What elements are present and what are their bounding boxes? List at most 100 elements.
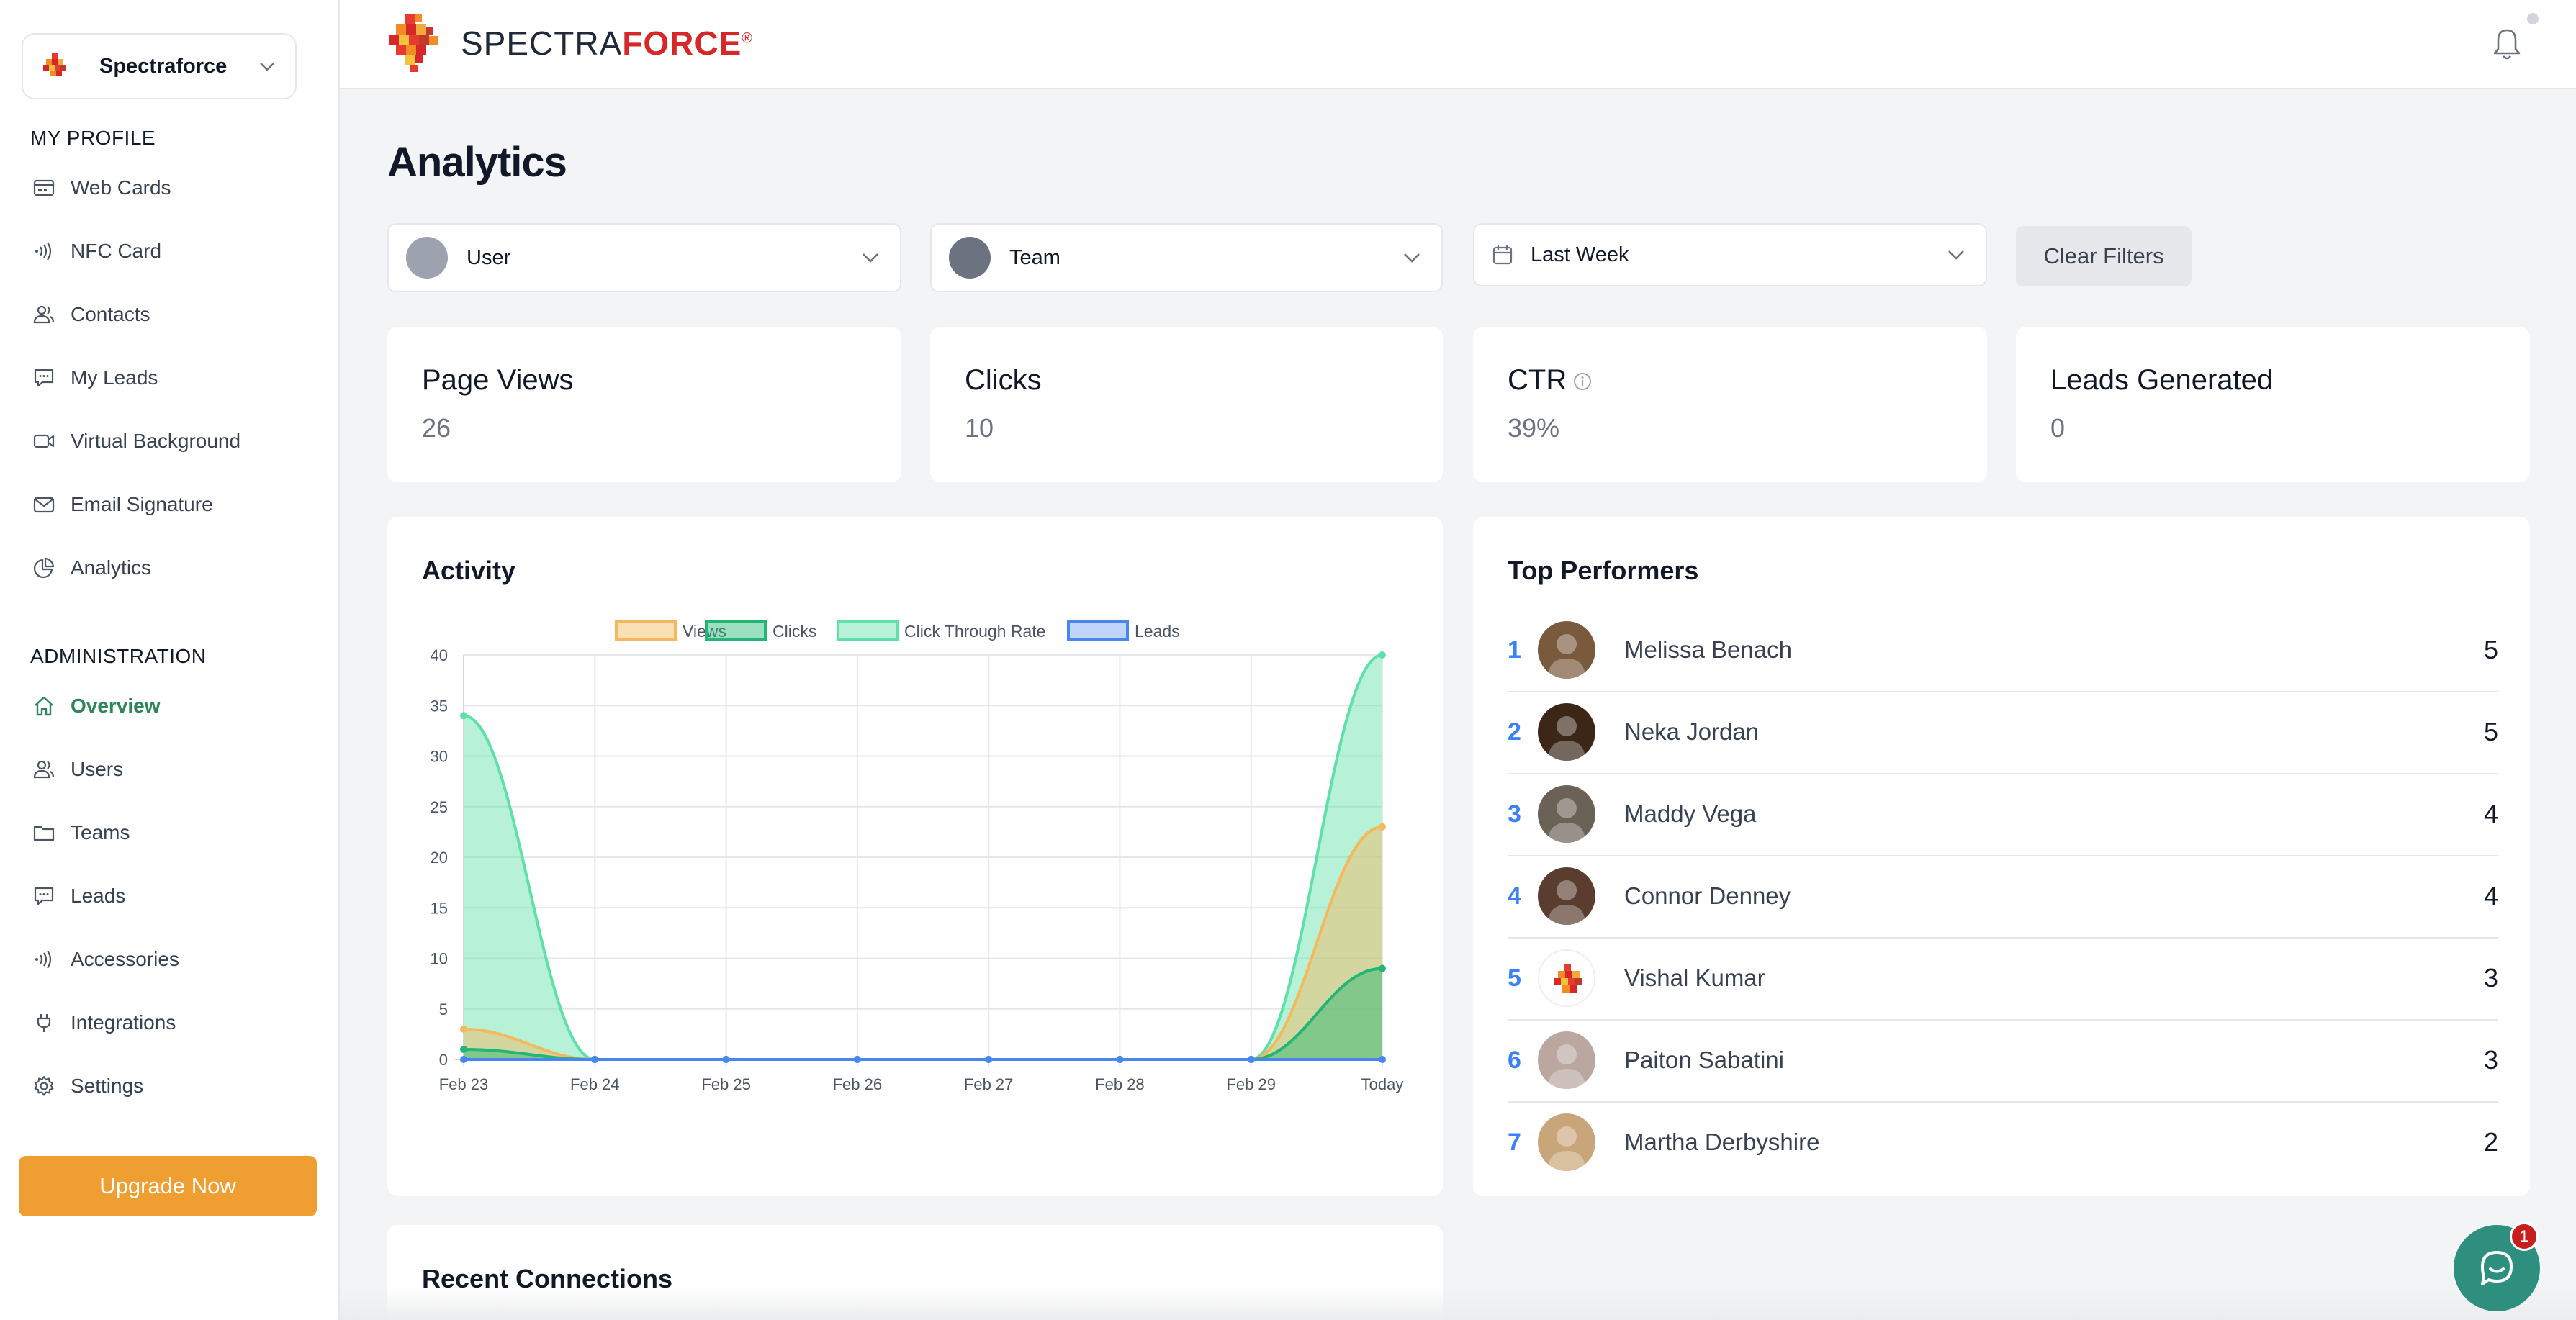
performer-row[interactable]: 6 Paiton Sabatini 3 — [1508, 1019, 2498, 1101]
performer-rank: 6 — [1508, 1046, 1521, 1074]
notification-dot — [2527, 13, 2539, 24]
data-point-views — [460, 1025, 467, 1033]
user-filter-select[interactable]: User — [387, 223, 901, 292]
performer-name: Melissa Benach — [1624, 636, 1792, 663]
x-tick-label: Feb 23 — [439, 1075, 489, 1093]
data-point-leads — [591, 1056, 599, 1063]
info-icon[interactable] — [1572, 371, 1593, 392]
brand-logo[interactable]: SPECTRAFORCE® — [386, 13, 753, 73]
performer-score: 5 — [2483, 717, 2498, 746]
performer-name: Maddy Vega — [1624, 800, 1757, 827]
performer-row[interactable]: 4 Connor Denney 4 — [1508, 855, 2498, 937]
y-tick-label: 15 — [431, 899, 448, 917]
sidebar-item-overview[interactable]: Overview — [32, 688, 161, 724]
sidebar-item-teams[interactable]: Teams — [32, 815, 130, 851]
users-icon — [32, 757, 56, 782]
performer-score: 4 — [2483, 881, 2498, 910]
activity-chart: 0 5 10 15 20 25 30 35 40 Feb 23 Feb 24 Feb 25 Feb 26… — [431, 620, 1404, 1093]
stat-title: CTR — [1508, 364, 1567, 396]
pie-icon — [32, 556, 56, 580]
performer-row[interactable]: 1 Melissa Benach 5 — [1508, 609, 2498, 691]
performer-name: Martha Derbyshire — [1624, 1129, 1820, 1155]
y-tick-label: 10 — [431, 950, 448, 968]
chevron-down-icon — [863, 253, 878, 263]
date-range-label: Last Week — [1531, 243, 1629, 266]
stat-title: Page Views — [422, 364, 574, 396]
performer-row[interactable]: 5 Vishal Kumar 3 — [1508, 937, 2498, 1019]
chevron-down-icon — [1404, 253, 1420, 263]
performer-name: Vishal Kumar — [1624, 964, 1765, 991]
sidebar-item-virtual-background[interactable]: Virtual Background — [32, 423, 240, 459]
performer-row[interactable]: 3 Maddy Vega 4 — [1508, 773, 2498, 855]
sidebar-item-integrations[interactable]: Integrations — [32, 1005, 176, 1041]
spectraforce-logo-icon — [389, 14, 438, 72]
x-tick-label: Feb 29 — [1226, 1075, 1276, 1093]
stat-card-clicks: Clicks 10 — [930, 327, 1443, 482]
brand-wordmark: SPECTRAFORCE® — [461, 24, 753, 63]
sidebar-item-email-signature[interactable]: Email Signature — [32, 487, 213, 523]
performer-avatar — [1538, 703, 1595, 761]
data-point-views — [1379, 823, 1386, 831]
bell-icon[interactable] — [2490, 26, 2524, 63]
data-point-leads — [460, 1056, 467, 1063]
sidebar-item-contacts[interactable]: Contacts — [32, 297, 150, 333]
sidebar-item-label: Teams — [71, 821, 130, 844]
performer-divider — [1508, 691, 2498, 692]
performer-rank: 5 — [1508, 964, 1521, 992]
data-point-click-through-rate — [1379, 651, 1386, 659]
legend-swatch-views — [615, 620, 677, 641]
performer-score: 2 — [2483, 1127, 2498, 1157]
performer-row[interactable]: 2 Neka Jordan 5 — [1508, 691, 2498, 773]
legend-label-leads: Leads — [1135, 622, 1180, 641]
org-selector[interactable]: Spectraforce — [22, 33, 297, 99]
chevron-down-icon — [260, 63, 274, 71]
sidebar-item-accessories[interactable]: Accessories — [32, 941, 179, 977]
sidebar: Spectraforce MY PROFILE Web Cards NFC Ca… — [0, 0, 340, 1320]
stat-title-wrap: CTR — [1508, 364, 1593, 397]
sidebar-item-label: Overview — [71, 695, 161, 717]
sidebar-item-web-cards[interactable]: Web Cards — [32, 170, 171, 206]
y-tick-label: 0 — [439, 1051, 448, 1069]
legend-label-click-through-rate: Click Through Rate — [904, 622, 1045, 641]
card-icon — [32, 176, 56, 200]
calendar-icon — [1492, 245, 1513, 265]
chat-unread-badge: 1 — [2510, 1222, 2539, 1251]
series-line-views — [463, 825, 1383, 1062]
performer-rank: 3 — [1508, 800, 1521, 828]
clear-filters-button[interactable]: Clear Filters — [2016, 226, 2192, 286]
chevron-down-icon — [1948, 250, 1964, 260]
upgrade-now-button[interactable]: Upgrade Now — [19, 1156, 317, 1216]
sidebar-item-label: Accessories — [71, 948, 179, 970]
sidebar-item-settings[interactable]: Settings — [32, 1068, 143, 1104]
data-point-click-through-rate — [460, 712, 467, 720]
y-tick-label: 20 — [431, 849, 448, 867]
sidebar-item-leads[interactable]: Leads — [32, 878, 125, 914]
date-range-select[interactable]: Last Week — [1473, 223, 1987, 286]
performer-avatar — [1538, 785, 1595, 843]
nfc-icon — [32, 947, 56, 972]
brand-registered-mark: ® — [742, 30, 754, 47]
performer-divider — [1508, 1019, 2498, 1021]
data-point-leads — [1379, 1056, 1386, 1063]
sidebar-item-nfc-card[interactable]: NFC Card — [32, 233, 161, 269]
x-tick-label: Today — [1361, 1075, 1404, 1093]
performer-divider — [1508, 937, 2498, 939]
sidebar-item-users[interactable]: Users — [32, 751, 123, 787]
sidebar-item-my-leads[interactable]: My Leads — [32, 360, 158, 396]
chat-bubble-icon — [2481, 1251, 2513, 1285]
stat-value: 26 — [422, 413, 451, 443]
performer-name: Paiton Sabatini — [1624, 1046, 1784, 1073]
sidebar-item-label: Analytics — [71, 556, 152, 579]
sidebar-item-analytics[interactable]: Analytics — [32, 550, 151, 586]
team-filter-label: Team — [1009, 245, 1060, 269]
series-area-views — [464, 826, 1382, 1059]
y-tick-label: 5 — [439, 1000, 448, 1018]
activity-title: Activity — [422, 556, 516, 585]
stat-value: 39% — [1508, 413, 1560, 443]
performer-avatar — [1538, 1031, 1595, 1089]
performer-rank: 7 — [1508, 1128, 1521, 1156]
stat-title: Leads Generated — [2050, 364, 2274, 396]
stat-value: 10 — [965, 413, 994, 443]
performer-row[interactable]: 7 Martha Derbyshire 2 — [1508, 1101, 2498, 1183]
team-filter-select[interactable]: Team — [930, 223, 1443, 292]
